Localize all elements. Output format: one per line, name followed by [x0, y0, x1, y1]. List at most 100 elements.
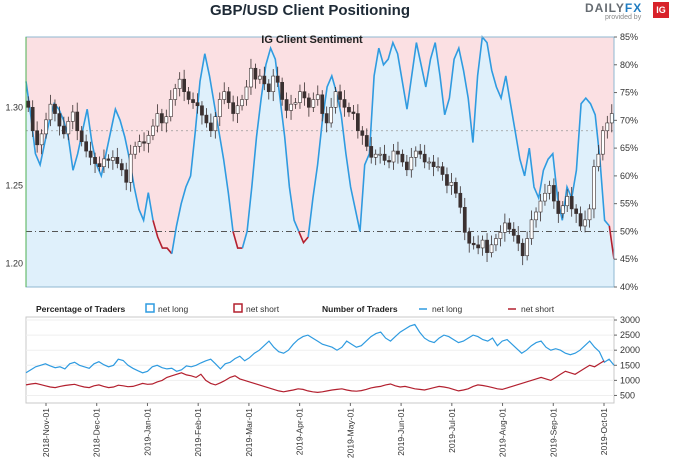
candle-body — [449, 182, 454, 186]
candle-body — [30, 107, 35, 132]
candle-body — [84, 141, 88, 152]
number-legend-title: Number of Traders — [322, 304, 398, 314]
date-tick: 2018-Nov-01 — [41, 408, 51, 457]
candle-body — [400, 153, 405, 163]
candle-body — [320, 94, 325, 114]
candle-body — [547, 185, 552, 194]
candle-body — [569, 196, 574, 210]
price-tick: 1.20 — [5, 259, 23, 269]
candle-body — [182, 78, 186, 92]
date-tick: 2019-Oct-01 — [599, 408, 609, 456]
candle-body — [195, 102, 200, 107]
candle-body — [445, 174, 449, 186]
candle-body — [498, 232, 503, 239]
candle-body — [44, 119, 48, 135]
percent-tick: 55% — [620, 199, 638, 209]
percent-tick: 40% — [620, 282, 638, 292]
candle-body — [222, 91, 227, 100]
candle-body — [422, 153, 427, 163]
candle-body — [266, 83, 271, 92]
candle-body — [137, 141, 142, 147]
candle-body — [387, 160, 391, 163]
traders-axis-ticks: 500 1000 1500 2000 2500 3000 — [614, 315, 640, 400]
candle-body — [583, 219, 587, 227]
candle-body — [529, 219, 534, 239]
candle-body — [226, 91, 231, 103]
candle-body — [79, 130, 84, 142]
date-tick: 2019-Aug-01 — [498, 408, 508, 457]
percent-tick: 65% — [620, 143, 638, 153]
candle-body — [601, 130, 605, 155]
candle-body — [351, 111, 356, 114]
candle-body — [128, 153, 133, 183]
date-axis-ticks: 2018-Nov-01 2018-Dec-01 2019-Jan-01 2019-Fe… — [41, 403, 609, 458]
date-tick: 2019-May-01 — [345, 408, 355, 458]
candle-body — [204, 114, 209, 124]
candle-body — [436, 166, 440, 168]
sentiment-title: IG Client Sentiment — [261, 34, 363, 46]
traders-panel — [25, 316, 615, 404]
date-tick: 2019-Apr-01 — [295, 408, 305, 456]
candle-body — [525, 238, 529, 257]
candle-body — [271, 75, 276, 92]
candle-body — [413, 150, 418, 158]
percent-tick: 60% — [620, 171, 638, 181]
candle-body — [587, 208, 592, 221]
traders-tick: 2500 — [620, 330, 640, 340]
candle-body — [605, 122, 610, 132]
candle-body — [209, 122, 213, 132]
candle-body — [311, 99, 316, 108]
sentiment-line — [298, 231, 309, 245]
sentiment-line — [232, 231, 243, 249]
sentiment-short-area — [26, 37, 614, 260]
date-tick: 2019-Jul-01 — [447, 408, 457, 453]
candle-body — [458, 192, 463, 208]
candle-body — [186, 91, 191, 100]
candle-body — [168, 99, 173, 117]
price-axis-ticks: 1.20 1.25 1.30 — [5, 102, 23, 268]
chart-title: GBP/USD Client Positioning — [209, 2, 410, 19]
candle-body — [454, 182, 458, 194]
candle-body — [133, 146, 137, 155]
candle-body — [369, 146, 374, 158]
sentiment-line — [171, 53, 234, 254]
candle-body — [26, 100, 31, 108]
candle-body — [275, 75, 280, 83]
candle-body — [578, 213, 583, 227]
candle-body — [409, 157, 414, 171]
traders-legend: Percentage of Traders net long net short Nu… — [36, 303, 555, 314]
candle-body — [405, 161, 409, 171]
percent-tick: 75% — [620, 88, 638, 98]
candle-body — [66, 121, 71, 135]
candle-body — [516, 235, 521, 244]
candle-body — [280, 82, 284, 100]
candle-body — [164, 116, 169, 124]
candle-body — [592, 166, 596, 210]
percent-axis-ticks: 40% 45% 50% 55% 60% 65% 70% 75% 80% 85% — [614, 32, 638, 292]
candle-body — [494, 238, 498, 246]
candle-body — [543, 192, 547, 202]
date-tick: 2018-Dec-01 — [92, 408, 102, 457]
candle-body — [418, 150, 423, 155]
candle-body — [62, 125, 66, 135]
candle-body — [48, 103, 53, 121]
candle-body — [235, 105, 240, 114]
candle-body — [155, 113, 160, 127]
candle-body — [124, 169, 129, 183]
legend-long-count-label: net long — [432, 304, 463, 314]
candle-body — [378, 153, 382, 156]
candle-body — [480, 239, 485, 249]
candle-body — [440, 166, 445, 175]
candle-body — [298, 91, 302, 103]
candle-body — [191, 99, 195, 103]
candle-body — [485, 239, 489, 253]
candle-body — [213, 116, 218, 132]
candle-body — [329, 107, 333, 124]
candle-body — [302, 91, 307, 99]
candle-body — [333, 91, 338, 108]
candle-body — [462, 207, 467, 233]
candle-body — [70, 111, 75, 122]
dailyfx-logo: DAILYFX provided by IG — [583, 0, 673, 22]
candle-body — [111, 157, 115, 161]
